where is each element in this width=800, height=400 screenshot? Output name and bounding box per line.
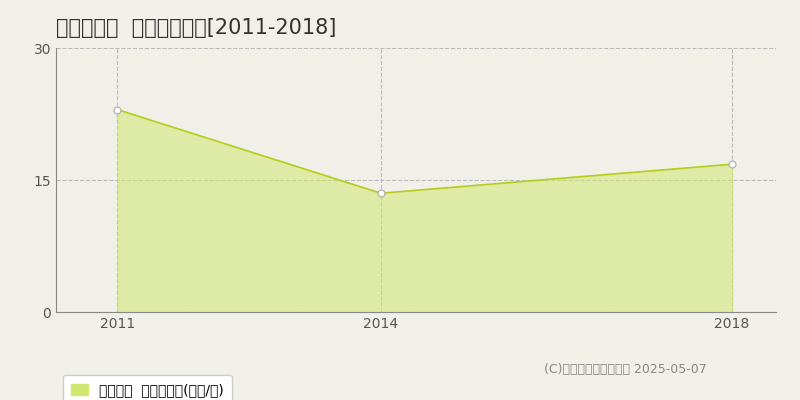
Text: (C)土地価格ドットコム 2025-05-07: (C)土地価格ドットコム 2025-05-07	[544, 363, 706, 376]
Point	[726, 161, 738, 167]
Point	[111, 106, 124, 113]
Legend: 土地価格  平均坪単価(万円/坪): 土地価格 平均坪単価(万円/坪)	[63, 375, 232, 400]
Point	[374, 190, 387, 196]
Text: 高槻市井尻  土地価格推移[2011-2018]: 高槻市井尻 土地価格推移[2011-2018]	[56, 18, 336, 38]
